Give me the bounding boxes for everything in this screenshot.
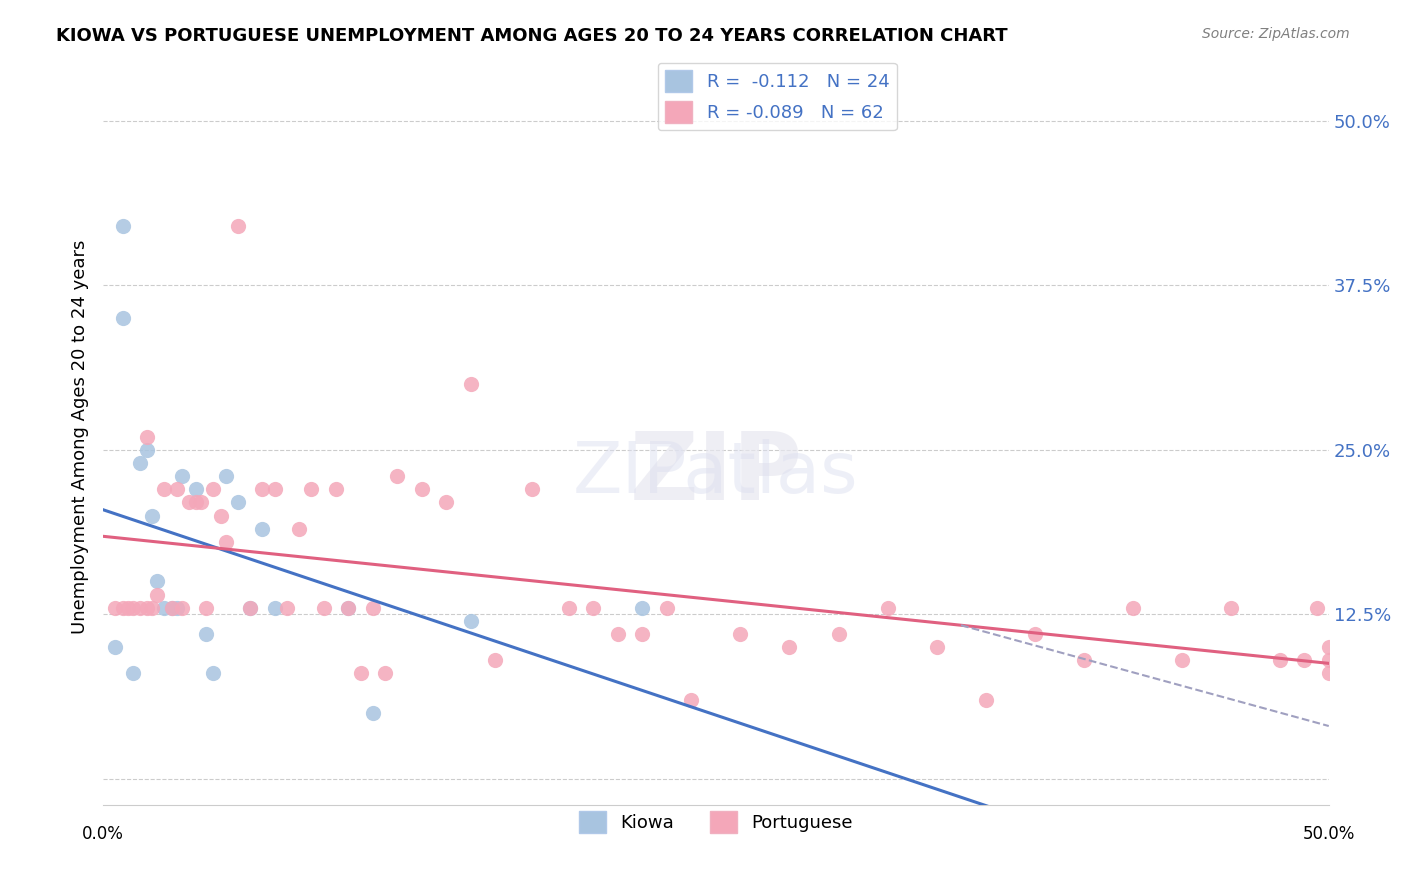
Point: [1317, 653, 1340, 667]
Point: [252, 483, 274, 497]
Point: [460, 614, 482, 628]
Point: [195, 627, 218, 641]
Point: [974, 692, 997, 706]
Point: [1317, 640, 1340, 654]
Point: [146, 588, 169, 602]
Point: [111, 219, 134, 234]
Point: [215, 535, 238, 549]
Point: [141, 600, 163, 615]
Point: [170, 469, 193, 483]
Point: [129, 600, 152, 615]
Point: [1305, 600, 1327, 615]
Point: [582, 600, 605, 615]
Point: [129, 456, 152, 470]
Point: [177, 495, 200, 509]
Point: [195, 600, 218, 615]
Point: [121, 666, 143, 681]
Point: [827, 627, 849, 641]
Point: [1268, 653, 1291, 667]
Point: [111, 311, 134, 326]
Point: [374, 666, 396, 681]
Point: [301, 483, 323, 497]
Point: [337, 600, 360, 615]
Point: [160, 600, 183, 615]
Point: [312, 600, 335, 615]
Point: [239, 600, 262, 615]
Point: [190, 495, 212, 509]
Point: [263, 483, 285, 497]
Point: [1317, 666, 1340, 681]
Point: [520, 483, 543, 497]
Point: [226, 219, 249, 234]
Point: [160, 600, 183, 615]
Point: [631, 600, 654, 615]
Text: KIOWA VS PORTUGUESE UNEMPLOYMENT AMONG AGES 20 TO 24 YEARS CORRELATION CHART: KIOWA VS PORTUGUESE UNEMPLOYMENT AMONG A…: [56, 27, 1008, 45]
Point: [104, 640, 127, 654]
Point: [202, 483, 225, 497]
Point: [153, 483, 176, 497]
Y-axis label: Unemployment Among Ages 20 to 24 years: Unemployment Among Ages 20 to 24 years: [72, 240, 89, 634]
Point: [141, 508, 163, 523]
Point: [1294, 653, 1316, 667]
Point: [263, 600, 285, 615]
Point: [631, 627, 654, 641]
Point: [136, 600, 159, 615]
Point: [876, 600, 898, 615]
Point: [104, 600, 127, 615]
Point: [558, 600, 581, 615]
Point: [252, 522, 274, 536]
Text: ZIPatlas: ZIPatlas: [574, 439, 859, 508]
Point: [606, 627, 628, 641]
Point: [411, 483, 433, 497]
Point: [276, 600, 298, 615]
Point: [779, 640, 801, 654]
Point: [121, 600, 143, 615]
Point: [1122, 600, 1144, 615]
Point: [925, 640, 948, 654]
Text: ZIP: ZIP: [630, 427, 803, 519]
Point: [1024, 627, 1046, 641]
Point: [434, 495, 457, 509]
Point: [239, 600, 262, 615]
Point: [655, 600, 678, 615]
Point: [460, 377, 482, 392]
Point: [1073, 653, 1095, 667]
Point: [202, 666, 225, 681]
Point: [209, 508, 232, 523]
Point: [136, 442, 159, 457]
Point: [1219, 600, 1241, 615]
Point: [166, 483, 188, 497]
Point: [136, 430, 159, 444]
Point: [387, 469, 409, 483]
Point: [226, 495, 249, 509]
Point: [484, 653, 506, 667]
Point: [288, 522, 311, 536]
Point: [170, 600, 193, 615]
Point: [215, 469, 238, 483]
Point: [349, 666, 371, 681]
Point: [361, 600, 384, 615]
Text: Source: ZipAtlas.com: Source: ZipAtlas.com: [1202, 27, 1350, 41]
Point: [1170, 653, 1192, 667]
Point: [111, 600, 134, 615]
Point: [166, 600, 188, 615]
Text: 50.0%: 50.0%: [1302, 824, 1355, 843]
Point: [730, 627, 752, 641]
Point: [117, 600, 139, 615]
Point: [153, 600, 176, 615]
Text: 0.0%: 0.0%: [82, 824, 124, 843]
Point: [337, 600, 360, 615]
Point: [186, 495, 208, 509]
Point: [146, 574, 169, 589]
Point: [325, 483, 347, 497]
Point: [186, 483, 208, 497]
Legend: Kiowa, Portuguese: Kiowa, Portuguese: [571, 804, 860, 840]
Point: [681, 692, 703, 706]
Point: [361, 706, 384, 720]
